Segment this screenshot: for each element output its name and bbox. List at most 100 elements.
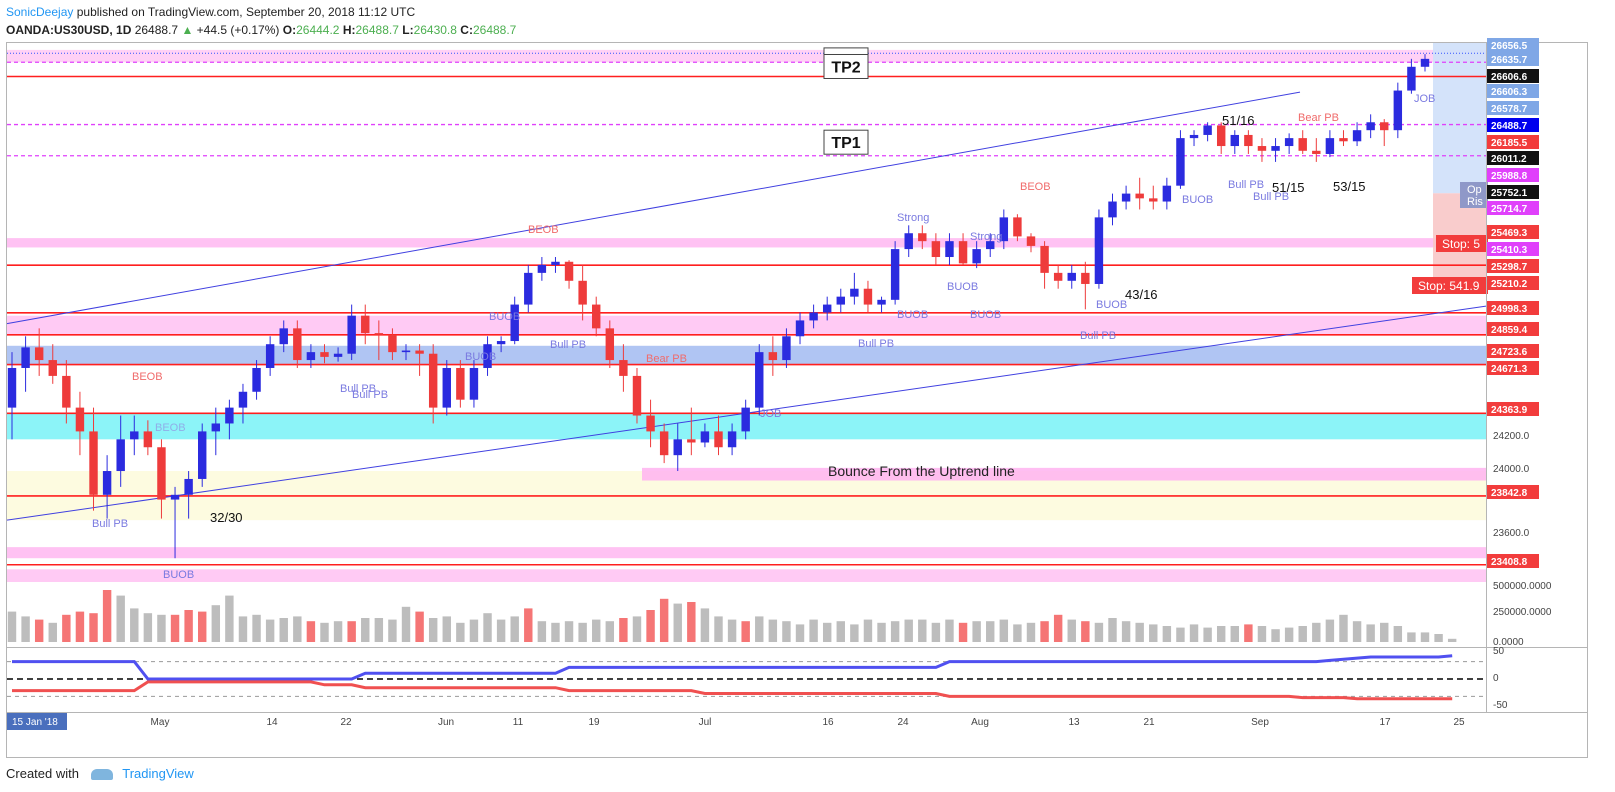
volume-bar [1380,622,1389,642]
price-tag-text: 25752.1 [1491,188,1528,199]
candle-body [211,423,221,432]
created-with-text: Created with [6,766,79,781]
candle-body [809,312,818,321]
candle-body [1081,272,1090,284]
candle [1271,138,1280,162]
zone-band [7,547,1486,559]
volume-bar [931,622,941,642]
candle [755,344,764,416]
zone-band [7,315,1486,335]
price-tick-text: 23600.0 [1493,528,1530,539]
volume-bar [170,614,180,642]
tradingview-link[interactable]: TradingView [122,766,194,781]
time-axis-label: 11 [513,717,524,728]
candle [456,360,465,408]
time-axis-label: 24 [897,717,909,728]
candle-body [483,344,492,368]
price-axis-label: 26185.5 [1487,135,1539,149]
candle [1244,130,1253,154]
candle-body [904,233,913,250]
candle-body [1271,146,1280,151]
candle [102,455,112,519]
candle-body [605,328,615,361]
signal-label: Bull PB [92,518,128,530]
time-axis-label: Sep [1251,717,1269,728]
price-tag-text: 26656.5 [1491,41,1528,52]
volume-bar [999,619,1009,642]
price-tag-bg [1487,101,1539,115]
volume-bar [687,602,696,642]
candle [510,296,519,345]
volume-bar [1162,626,1172,642]
candle-body [999,217,1009,242]
price-tag-text: 24998.3 [1491,304,1528,315]
candle [1380,119,1389,147]
volume-bar [252,614,261,642]
signal-label: Strong [970,231,1002,243]
tradingview-logo-icon [90,769,113,781]
candle [361,304,370,345]
candle-body [428,353,438,408]
signal-label: JOB [760,408,781,420]
candle [1393,82,1403,139]
candle [1026,233,1036,253]
candle [1053,264,1063,289]
price-tag-text: 26606.3 [1491,87,1528,98]
signal-label: BEOB [1020,181,1051,193]
candle [972,241,981,269]
volume-bar [1420,632,1430,642]
volume-bar [782,621,791,642]
candle [238,383,248,424]
price-tick-text: 24200.0 [1493,431,1530,442]
volume-bar [1271,629,1280,642]
volume-bar [564,621,574,642]
open-label: Op [1467,184,1482,196]
candle [415,344,424,376]
price-tag-text: 24859.4 [1491,325,1528,336]
volume-bar [510,616,519,642]
volume-bar [836,621,845,642]
volume-bar [401,606,411,642]
candle [795,312,805,345]
candle [822,296,832,321]
candle-body [1189,134,1199,139]
candle-body [755,352,764,408]
signal-label: Bull PB [1228,179,1264,191]
signal-label: BUOB [947,281,978,293]
candle-body [822,304,832,313]
bounce-band [642,467,1486,481]
candle [1257,138,1267,162]
author-link[interactable]: SonicDeejay [6,5,74,19]
price-tag-text: 26606.6 [1491,72,1528,83]
risk-label: Ris [1467,196,1483,208]
candle-body [442,367,451,408]
volume-tick-label: 250000.0000 [1493,607,1552,618]
candle-body [1135,193,1144,199]
candle-body [130,431,139,440]
low-label: L: [402,23,414,37]
price-tag-text: 26011.2 [1491,154,1527,165]
candle [333,347,343,362]
time-axis-date-tag: 15 Jan '18 [7,713,67,730]
price-axis-label: 24998.3 [1487,301,1539,315]
candle-body [34,347,44,361]
volume-bar [1325,619,1335,642]
candle-body [931,241,941,258]
candle [1230,130,1240,154]
candle-body [700,431,710,443]
candle [524,264,533,313]
candle [143,420,153,456]
price-tag-bg [1487,118,1539,132]
chart-canvas[interactable]: TP3TP2TP1Bounce From the Uptrend line32/… [0,0,1615,760]
time-axis-label: Jul [699,717,712,728]
candle-body [7,367,17,408]
volume-bar [1094,622,1104,642]
volume-bar [1366,624,1375,642]
candle-body [279,328,288,345]
candle [116,415,125,487]
candle-body [782,336,791,361]
time-axis-label: 21 [1143,717,1155,728]
chart-header: SonicDeejay published on TradingView.com… [6,3,516,39]
candle [265,336,275,376]
time-axis-label: Aug [971,717,989,728]
